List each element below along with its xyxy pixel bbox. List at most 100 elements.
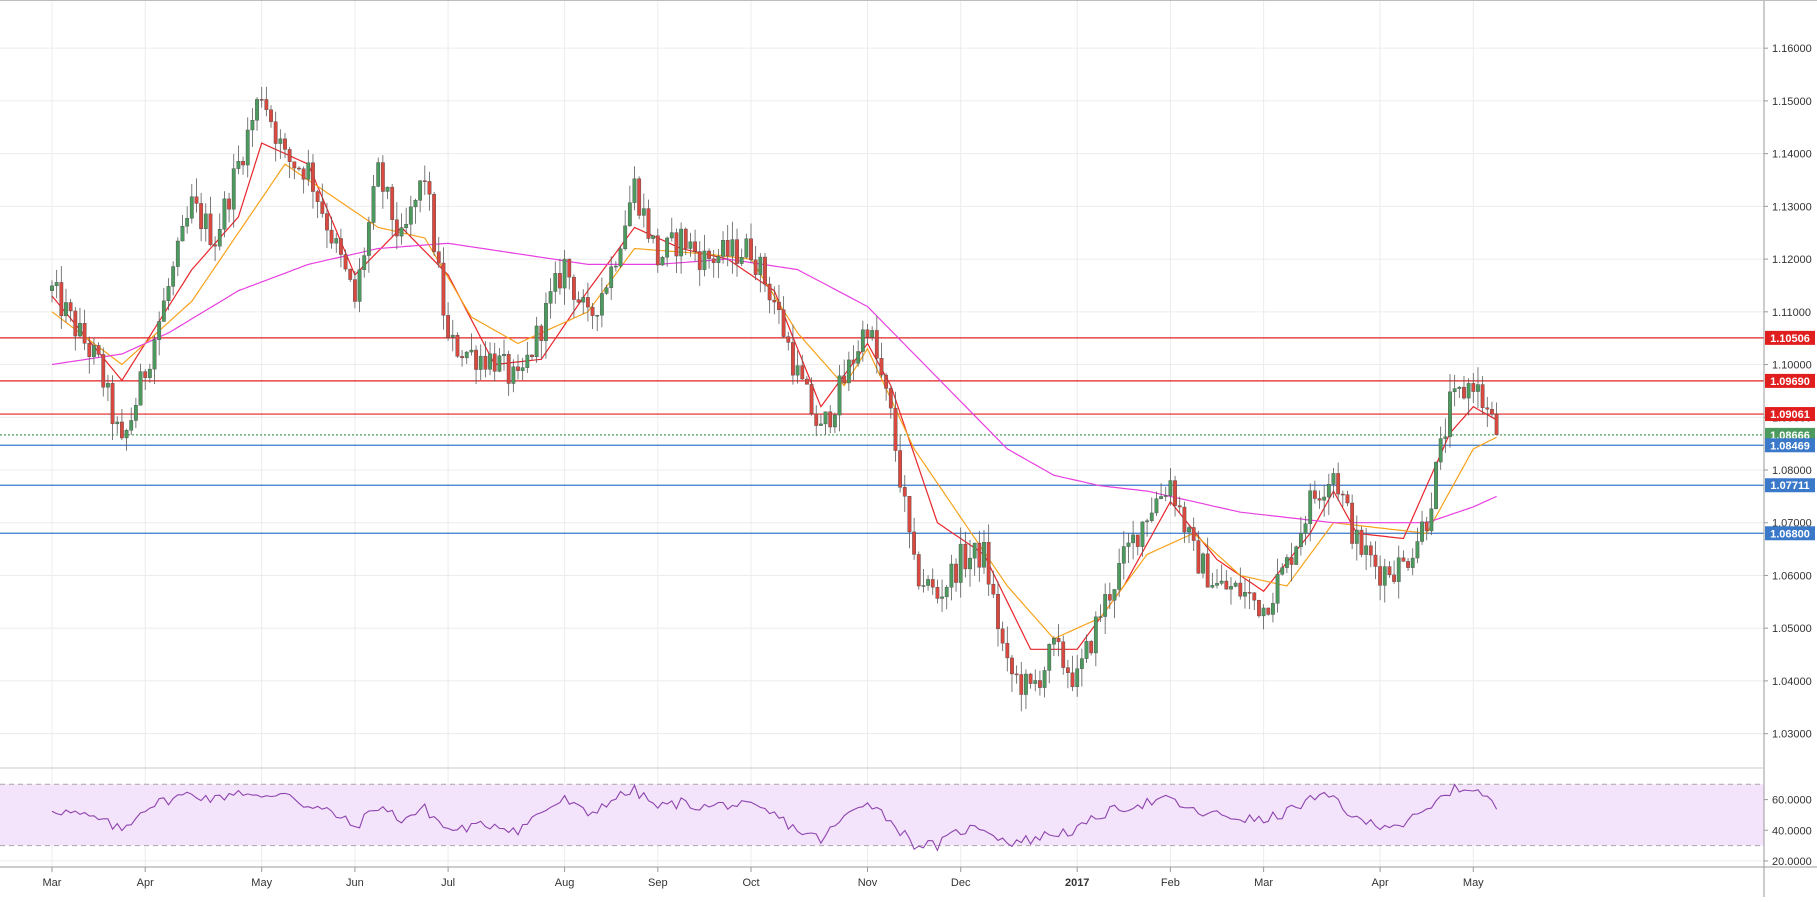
candle-down	[1205, 553, 1210, 588]
candle-up	[502, 354, 506, 357]
candle-down	[394, 219, 399, 237]
candle-up	[1154, 498, 1159, 514]
candle-down	[576, 299, 581, 303]
candle-up	[1168, 480, 1173, 496]
candle-up	[1103, 594, 1108, 617]
candle-down	[707, 250, 711, 259]
candle-up	[478, 355, 483, 370]
candle-up	[739, 257, 744, 264]
candle-down	[1252, 592, 1257, 601]
candle-down	[1177, 505, 1182, 508]
candle-down	[772, 299, 777, 303]
candle-up	[1420, 521, 1424, 542]
price-tick-label: 1.15000	[1772, 96, 1812, 108]
candle-down	[865, 329, 870, 338]
candle-up	[604, 287, 609, 294]
candle-up	[250, 120, 255, 131]
time-tick-label: Mar	[1254, 877, 1273, 889]
level-label-bg	[1765, 478, 1815, 493]
candle-down	[311, 162, 315, 192]
candle-up	[823, 411, 828, 425]
candle-down	[907, 496, 912, 533]
candle-down	[851, 359, 856, 364]
candle-down	[1340, 493, 1345, 496]
candle-up	[152, 339, 157, 370]
candle-up	[846, 359, 851, 384]
candle-down	[646, 208, 651, 239]
candle-down	[590, 306, 595, 316]
candle-up	[1382, 566, 1387, 586]
candle-down	[1038, 680, 1042, 688]
candle-up	[1126, 542, 1131, 547]
candle-up	[385, 186, 390, 192]
candle-down	[809, 384, 814, 414]
candle-down	[711, 258, 716, 264]
candle-up	[819, 423, 823, 426]
candle-down	[558, 273, 562, 289]
time-tick-label: May	[1463, 877, 1484, 889]
candle-up	[1303, 523, 1308, 534]
candle-up	[450, 334, 455, 338]
level-label-bg	[1765, 407, 1815, 422]
candle-down	[1317, 498, 1322, 501]
level-label: 1.09690	[1770, 376, 1810, 388]
candle-up	[1131, 534, 1136, 544]
candle-up	[730, 239, 735, 257]
candle-up	[245, 129, 250, 166]
candle-up	[1121, 546, 1126, 564]
candle-up	[1415, 541, 1420, 559]
candle-down	[1373, 554, 1378, 567]
candle-down	[1345, 494, 1350, 504]
level-label-bg	[1765, 526, 1815, 541]
candle-up	[488, 353, 492, 370]
level-labels: 1.105061.096901.090611.086661.084691.077…	[1765, 330, 1815, 541]
candle-down	[1494, 414, 1499, 435]
candle-down	[697, 251, 702, 270]
candle-up	[408, 206, 413, 225]
candle-up	[618, 248, 623, 267]
candle-up	[1476, 384, 1480, 392]
candle-down	[725, 240, 730, 257]
candle-down	[567, 258, 572, 278]
candles	[50, 86, 1499, 712]
candle-down	[432, 193, 437, 252]
candle-up	[1215, 583, 1219, 586]
candle-up	[982, 542, 986, 568]
candle-up	[832, 414, 837, 428]
candle-up	[231, 168, 236, 210]
candle-down	[1019, 674, 1024, 695]
candle-down	[297, 167, 301, 170]
candle-down	[1350, 502, 1355, 544]
candle-down	[1368, 545, 1373, 556]
candle-down	[59, 282, 64, 317]
candle-down	[199, 203, 204, 230]
rsi-band-fill	[0, 784, 1764, 846]
candle-up	[632, 178, 637, 203]
candle-down	[143, 371, 148, 378]
candle-up	[1145, 520, 1150, 523]
candle-down	[353, 279, 357, 302]
candle-down	[977, 542, 982, 568]
candle-up	[921, 585, 926, 587]
price-tick-label: 1.12000	[1772, 254, 1812, 266]
candle-down	[1480, 384, 1485, 408]
candle-down	[954, 563, 958, 583]
candle-up	[217, 229, 222, 247]
candle-up	[795, 365, 800, 376]
time-axis: Mar Apr May Jun Jul Aug Sep Oct Nov Dec 2017 Feb Mar…	[43, 867, 1484, 889]
candle-down	[655, 235, 660, 266]
level-label: 1.10506	[1770, 333, 1810, 345]
candle-down	[73, 310, 78, 337]
time-tick-label: Nov	[858, 877, 878, 889]
candle-down	[101, 354, 106, 388]
candle-up	[1322, 496, 1327, 501]
candle-up	[1284, 557, 1289, 568]
candle-down	[82, 323, 87, 344]
candle-down	[586, 297, 590, 308]
candle-down	[1070, 672, 1075, 687]
candle-up	[418, 180, 423, 201]
rsi-tick-label: 20.0000	[1772, 856, 1812, 868]
candle-up	[1042, 670, 1047, 688]
